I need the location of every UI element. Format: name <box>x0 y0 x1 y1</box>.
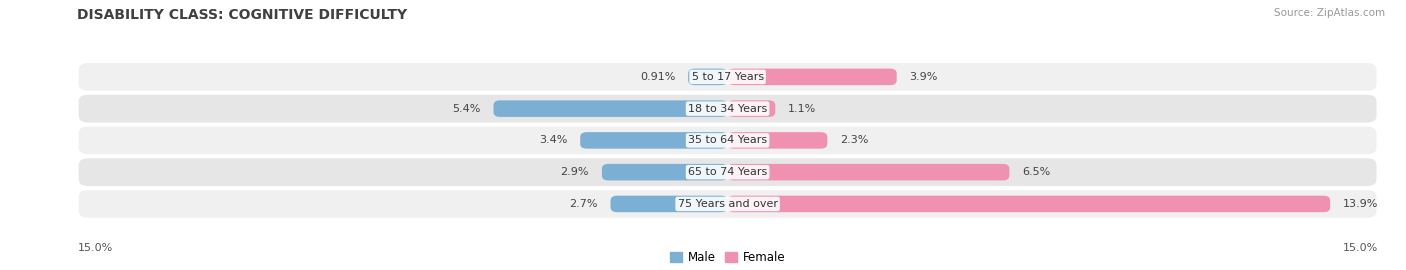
Text: 5 to 17 Years: 5 to 17 Years <box>692 72 763 82</box>
FancyBboxPatch shape <box>77 62 1378 92</box>
Text: 1.1%: 1.1% <box>789 104 817 114</box>
Text: 75 Years and over: 75 Years and over <box>678 199 778 209</box>
Text: 15.0%: 15.0% <box>77 243 112 253</box>
Text: 15.0%: 15.0% <box>1343 243 1378 253</box>
Text: 2.9%: 2.9% <box>561 167 589 177</box>
FancyBboxPatch shape <box>688 69 728 85</box>
FancyBboxPatch shape <box>728 100 775 117</box>
FancyBboxPatch shape <box>602 164 728 180</box>
Text: 13.9%: 13.9% <box>1343 199 1378 209</box>
Text: 35 to 64 Years: 35 to 64 Years <box>688 135 768 146</box>
FancyBboxPatch shape <box>77 189 1378 219</box>
Text: Source: ZipAtlas.com: Source: ZipAtlas.com <box>1274 8 1385 18</box>
FancyBboxPatch shape <box>494 100 728 117</box>
Text: 18 to 34 Years: 18 to 34 Years <box>688 104 768 114</box>
Text: 2.7%: 2.7% <box>569 199 598 209</box>
Text: DISABILITY CLASS: COGNITIVE DIFFICULTY: DISABILITY CLASS: COGNITIVE DIFFICULTY <box>77 8 408 22</box>
FancyBboxPatch shape <box>581 132 728 149</box>
Text: 65 to 74 Years: 65 to 74 Years <box>688 167 768 177</box>
Text: 3.9%: 3.9% <box>910 72 938 82</box>
FancyBboxPatch shape <box>728 164 1010 180</box>
Text: 2.3%: 2.3% <box>841 135 869 146</box>
FancyBboxPatch shape <box>610 196 728 212</box>
Text: 3.4%: 3.4% <box>538 135 567 146</box>
FancyBboxPatch shape <box>728 196 1330 212</box>
FancyBboxPatch shape <box>77 93 1378 124</box>
Text: 0.91%: 0.91% <box>640 72 675 82</box>
Text: 5.4%: 5.4% <box>453 104 481 114</box>
Text: 6.5%: 6.5% <box>1022 167 1050 177</box>
FancyBboxPatch shape <box>728 132 827 149</box>
FancyBboxPatch shape <box>77 125 1378 156</box>
Legend: Male, Female: Male, Female <box>665 247 790 269</box>
FancyBboxPatch shape <box>728 69 897 85</box>
FancyBboxPatch shape <box>77 157 1378 187</box>
